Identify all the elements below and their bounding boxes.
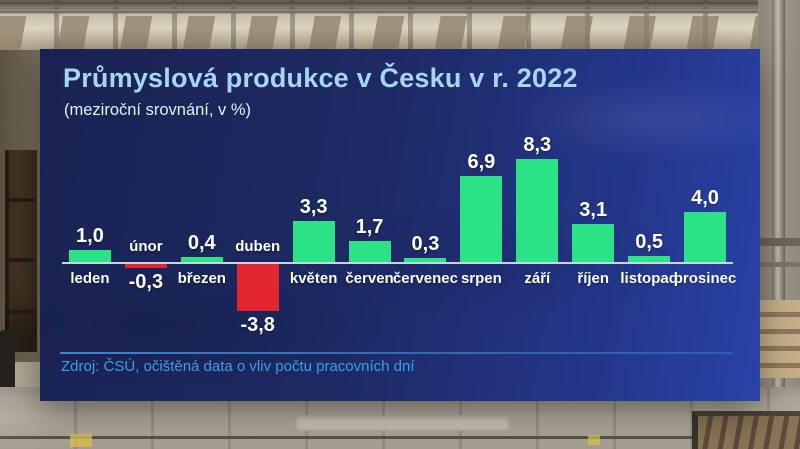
- source-divider-line: [60, 352, 733, 354]
- yellow-floor-mark: [70, 434, 92, 447]
- month-label-únor: únor: [129, 238, 163, 255]
- railing-beam: [758, 238, 800, 246]
- bar-listopad: [628, 255, 671, 262]
- month-label-prosinec: prosinec: [673, 270, 737, 287]
- bar-červenec: [404, 258, 447, 262]
- shelf: [7, 258, 35, 262]
- bar-srpen: [460, 176, 503, 262]
- month-label-říjen: říjen: [577, 270, 610, 287]
- bar-prosinec: [684, 212, 727, 262]
- ceiling-pipe: [0, 2, 800, 7]
- x-axis-line: [62, 262, 733, 264]
- month-label-březen: březen: [177, 270, 226, 287]
- shelf: [7, 310, 35, 314]
- month-label-červenec: červenec: [392, 270, 458, 287]
- month-label-září: září: [524, 270, 551, 287]
- value-label-červenec: 0,3: [411, 233, 440, 256]
- bar-leden: [68, 249, 111, 262]
- value-label-leden: 1,0: [76, 224, 104, 247]
- month-label-květen: květen: [289, 270, 338, 287]
- month-label-srpen: srpen: [460, 270, 502, 287]
- source-text: Zdroj: ČSÚ, očištěná data o vliv počtu p…: [61, 358, 415, 375]
- roof-panels: [0, 16, 800, 52]
- chart-panel: Průmyslová produkce v Česku v r. 2022 (m…: [40, 49, 760, 401]
- railing-beam-2: [758, 262, 800, 267]
- shelf: [7, 198, 35, 202]
- roller-rack: [692, 411, 800, 449]
- month-label-duben: duben: [235, 238, 281, 255]
- month-label-leden: leden: [70, 270, 110, 287]
- steel-pole: [772, 0, 785, 392]
- value-label-září: 8,3: [523, 134, 552, 157]
- value-label-prosinec: 4,0: [691, 187, 719, 210]
- bar-září: [516, 159, 559, 262]
- value-label-říjen: 3,1: [579, 198, 608, 221]
- ceiling-pipe-2: [0, 9, 800, 13]
- value-label-srpen: 6,9: [467, 151, 496, 174]
- bar-únor: [124, 264, 167, 268]
- floor-rail: [0, 436, 700, 439]
- value-label-duben: -3,8: [240, 314, 275, 337]
- value-label-březen: 0,4: [187, 232, 216, 255]
- panel-sheen: [40, 49, 760, 401]
- stacked-pallets: [760, 300, 800, 378]
- chart-title: Průmyslová produkce v Česku v r. 2022: [63, 63, 578, 93]
- chart-area: 1,0 leden -0,3 únor 0,4 březen -3,8 duben 3,3 kvě…: [62, 49, 736, 379]
- bar-červen: [348, 240, 391, 262]
- month-label-červen: červen: [345, 270, 394, 287]
- shelf-cabinet: [5, 150, 37, 352]
- bar-říjen: [572, 223, 615, 262]
- bar-březen: [180, 257, 223, 262]
- bar-květen: [292, 221, 335, 262]
- yellow-floor-mark-2: [588, 435, 600, 445]
- value-label-únor: -0,3: [128, 270, 164, 293]
- chart-subtitle: (meziroční srovnání, v %): [64, 101, 252, 119]
- bar-duben: [236, 264, 279, 312]
- value-label-květen: 3,3: [299, 196, 328, 219]
- value-label-listopad: 0,5: [635, 230, 664, 253]
- value-label-červen: 1,7: [355, 215, 384, 238]
- floor-patch: [295, 415, 510, 431]
- month-label-listopad: listopad: [620, 270, 678, 287]
